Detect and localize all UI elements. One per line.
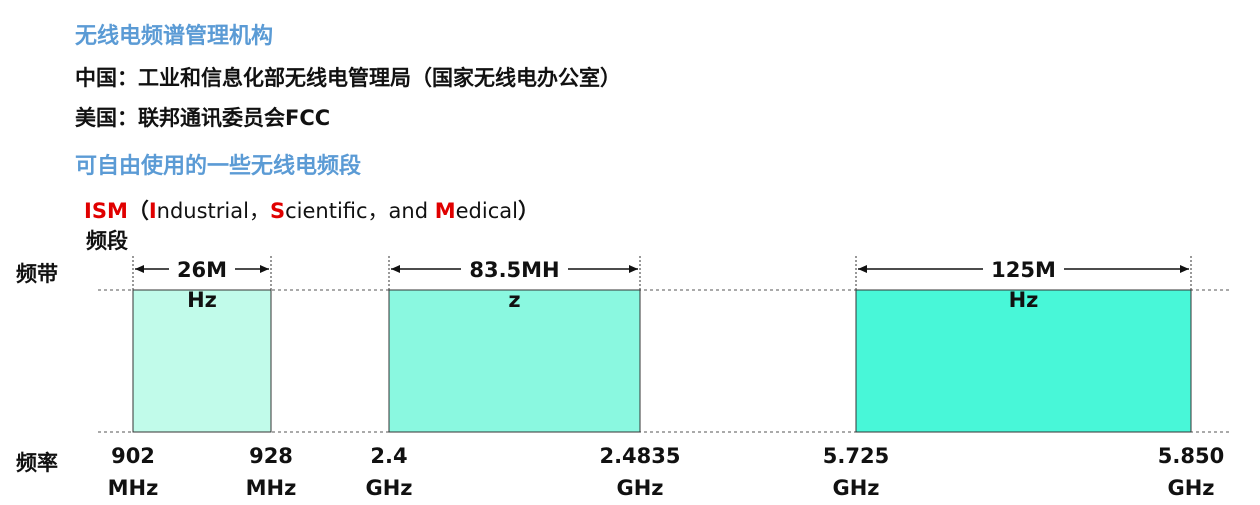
freq-2-4: 2.4 GHz [365,444,413,500]
heading-management: 无线电频谱管理机构 [75,24,274,49]
china-authority: 中国：工业和信息化部无线电管理局（国家无线电办公室） [75,66,621,90]
band3-width-label: 125M Hz [856,255,1191,315]
band-rect-2-4ghz [388,289,641,433]
heading-free-bands: 可自由使用的一些无线电频段 [75,154,362,179]
ism-medical: edical [455,199,518,223]
band2-width-label: 83.5MH z [389,255,640,315]
freq-5-850: 5.850 GHz [1157,444,1225,500]
freq-axis-label: 频率 [16,451,58,475]
ism-abbr: ISM [84,199,128,223]
band-rect-5-8ghz [855,289,1192,433]
freq-928: 928 MHz [245,444,297,500]
ism-close-paren: ） [517,199,539,223]
usa-authority: 美国：联邦通讯委员会FCC [75,106,331,130]
ism-title: ISM（Industrial，Scientific，and Medical） [84,195,539,225]
ism-open-paren: （ [127,199,149,223]
ism-s: S [269,199,286,223]
freq-2-4835: 2.4835 GHz [599,444,681,500]
freq-5-725: 5.725 GHz [822,444,890,500]
band-axis-label: 频带 [16,262,58,286]
ism-i: I [148,199,157,223]
ism-scientific: cientific，and [285,199,435,223]
ism-band-label: 频段 [86,229,128,253]
ism-m: M [434,199,456,223]
band1-width-label: 26M Hz [133,255,271,315]
freq-902: 902 MHz [107,444,159,500]
ism-industrial: ndustrial， [156,199,270,223]
